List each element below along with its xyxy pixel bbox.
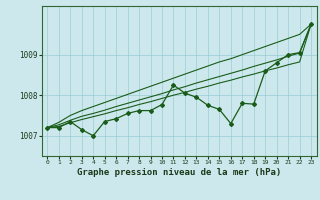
X-axis label: Graphe pression niveau de la mer (hPa): Graphe pression niveau de la mer (hPa) bbox=[77, 168, 281, 177]
